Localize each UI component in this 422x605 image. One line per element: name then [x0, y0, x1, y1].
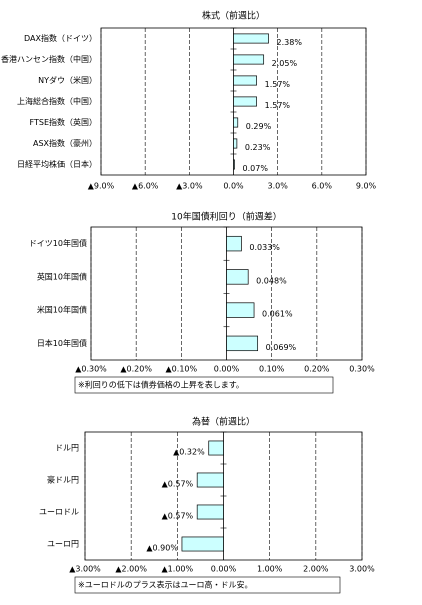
y-tick-label: ユーロドル — [39, 508, 79, 517]
x-tick-label: 0.00% — [211, 565, 237, 574]
y-tick-label: 米国10年国債 — [37, 305, 87, 315]
y-tick-label: 上海総合指数（中国） — [17, 96, 97, 106]
note: ※利回りの低下は債券価格の上昇を表します。 — [78, 380, 244, 390]
x-tick-label: ▲2.00% — [115, 565, 147, 574]
chart-title: 為替（前週比） — [192, 416, 255, 428]
y-tick-label: ドイツ10年国債 — [29, 238, 87, 248]
x-tick-label: 1.00% — [257, 565, 283, 574]
bar — [196, 472, 224, 488]
y-tick-label: 豪ドル円 — [47, 475, 79, 485]
data-label: 2.05% — [272, 59, 298, 68]
x-tick-label: ▲0.10% — [166, 365, 198, 374]
data-label: 0.048% — [256, 276, 287, 285]
bar — [181, 536, 224, 552]
data-label: 0.069% — [266, 343, 297, 352]
data-label: 1.57% — [265, 80, 291, 89]
y-tick-label: 英国10年国債 — [37, 271, 87, 281]
x-tick-label: ▲0.20% — [120, 365, 152, 374]
bar — [233, 138, 238, 149]
y-tick-label: 香港ハンセン指数（中国） — [1, 54, 97, 64]
data-label: ▲0.57% — [162, 480, 194, 489]
data-label: 0.061% — [262, 310, 293, 319]
y-tick-label: ユーロ円 — [47, 540, 79, 549]
x-tick-label: ▲9.0% — [88, 182, 115, 191]
x-tick-label: 0.20% — [304, 365, 330, 374]
y-tick-label: NYダウ（米国） — [38, 75, 97, 85]
x-tick-label: 3.0% — [268, 182, 289, 191]
x-tick-label: 3.00% — [349, 565, 375, 574]
x-tick-label: ▲1.00% — [162, 565, 194, 574]
note-box — [74, 376, 334, 394]
x-tick-label: ▲3.0% — [176, 182, 203, 191]
data-label: ▲0.32% — [173, 448, 205, 457]
data-label: 1.57% — [265, 101, 291, 110]
chart-title: 10年国債利回り（前週差） — [171, 211, 281, 223]
x-tick-label: 0.00% — [214, 365, 240, 374]
x-tick-label: 2.00% — [303, 565, 329, 574]
bar — [233, 159, 235, 170]
bar — [196, 504, 224, 520]
data-label: 0.07% — [243, 164, 269, 173]
y-tick-label: DAX指数（ドイツ） — [24, 33, 97, 43]
y-tick-label: ドル円 — [55, 444, 79, 453]
y-tick-label: FTSE指数（英国） — [30, 117, 97, 127]
bar — [233, 54, 265, 65]
y-tick-label: 日経平均株価（日本） — [17, 159, 97, 169]
y-tick-label: 日本10年国債 — [37, 338, 87, 348]
x-tick-label: 0.30% — [349, 365, 375, 374]
chart-title: 株式（前週比） — [202, 10, 265, 22]
data-label: 0.29% — [246, 122, 272, 131]
bar — [226, 269, 249, 285]
x-tick-label: 6.0% — [312, 182, 333, 191]
bar — [226, 235, 242, 252]
x-tick-label: 9.0% — [356, 182, 377, 191]
data-label: 0.23% — [245, 143, 271, 152]
bar — [233, 75, 257, 86]
bar — [233, 33, 269, 44]
bar — [226, 335, 259, 352]
x-tick-label: 0.10% — [259, 365, 285, 374]
data-label: 2.38% — [277, 38, 303, 47]
data-label: 0.033% — [249, 243, 280, 252]
bar — [226, 302, 255, 318]
y-tick-label: ASX指数（豪州） — [33, 138, 97, 148]
data-label: ▲0.57% — [162, 512, 194, 521]
note-box — [74, 576, 341, 594]
bar — [208, 440, 224, 456]
bar — [233, 96, 257, 107]
x-tick-label: 0.0% — [223, 182, 244, 191]
x-tick-label: ▲3.00% — [69, 565, 101, 574]
data-label: ▲0.90% — [146, 544, 178, 553]
note: ※ユーロドルのプラス表示はユーロ高・ドル安。 — [78, 580, 253, 590]
x-tick-label: ▲6.0% — [132, 182, 159, 191]
bar — [233, 117, 239, 128]
x-tick-label: ▲0.30% — [75, 365, 107, 374]
